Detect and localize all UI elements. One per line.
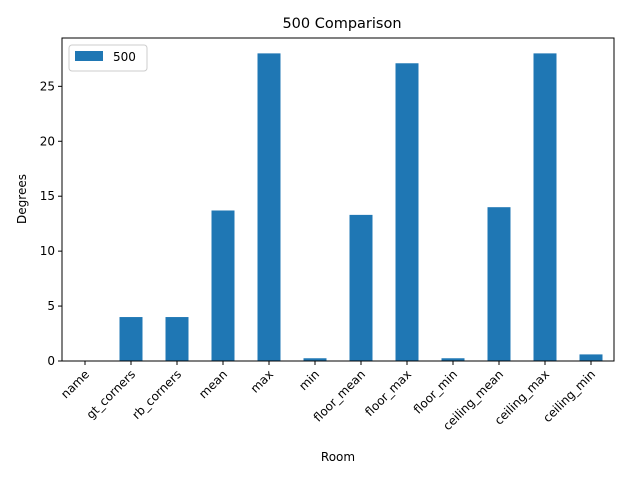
bar-ceiling-max <box>533 53 557 361</box>
y-tick-label: 5 <box>47 299 55 313</box>
bar-min <box>303 358 327 361</box>
y-tick-label: 10 <box>40 244 55 258</box>
legend-label: 500 <box>113 50 136 64</box>
bar-gt-corners <box>119 317 143 361</box>
bar-rb-corners <box>165 317 189 361</box>
x-tick-label: name <box>58 367 92 401</box>
bar-ceiling-min <box>579 354 603 361</box>
legend: 500 <box>68 44 148 72</box>
chart-title: 500 Comparison <box>282 16 401 32</box>
x-tick-label: floor_max <box>362 367 414 419</box>
x-tick-label: max <box>248 367 276 395</box>
x-axis-label: Room <box>321 450 355 464</box>
legend-swatch <box>75 51 103 61</box>
bar-ceiling-mean <box>487 207 511 361</box>
bar-floor-max <box>395 63 419 361</box>
x-tick-label: floor_min <box>411 367 460 416</box>
y-tick-label: 20 <box>40 134 55 148</box>
x-tick-label: mean <box>196 367 230 401</box>
y-tick-label: 15 <box>40 189 55 203</box>
bar-max <box>257 53 281 361</box>
bar-floor-mean <box>349 214 373 361</box>
bars <box>119 53 603 361</box>
y-axis: 0 5 10 15 20 25 <box>40 79 62 368</box>
x-tick-label: min <box>296 367 322 393</box>
x-tick-label: rb_corners <box>129 367 184 422</box>
bar-floor-min <box>441 358 465 361</box>
y-axis-label: Degrees <box>15 174 29 224</box>
y-tick-label: 25 <box>40 79 55 93</box>
plot-frame <box>61 37 615 362</box>
bar-mean <box>211 210 235 361</box>
y-tick-label: 0 <box>47 354 55 368</box>
